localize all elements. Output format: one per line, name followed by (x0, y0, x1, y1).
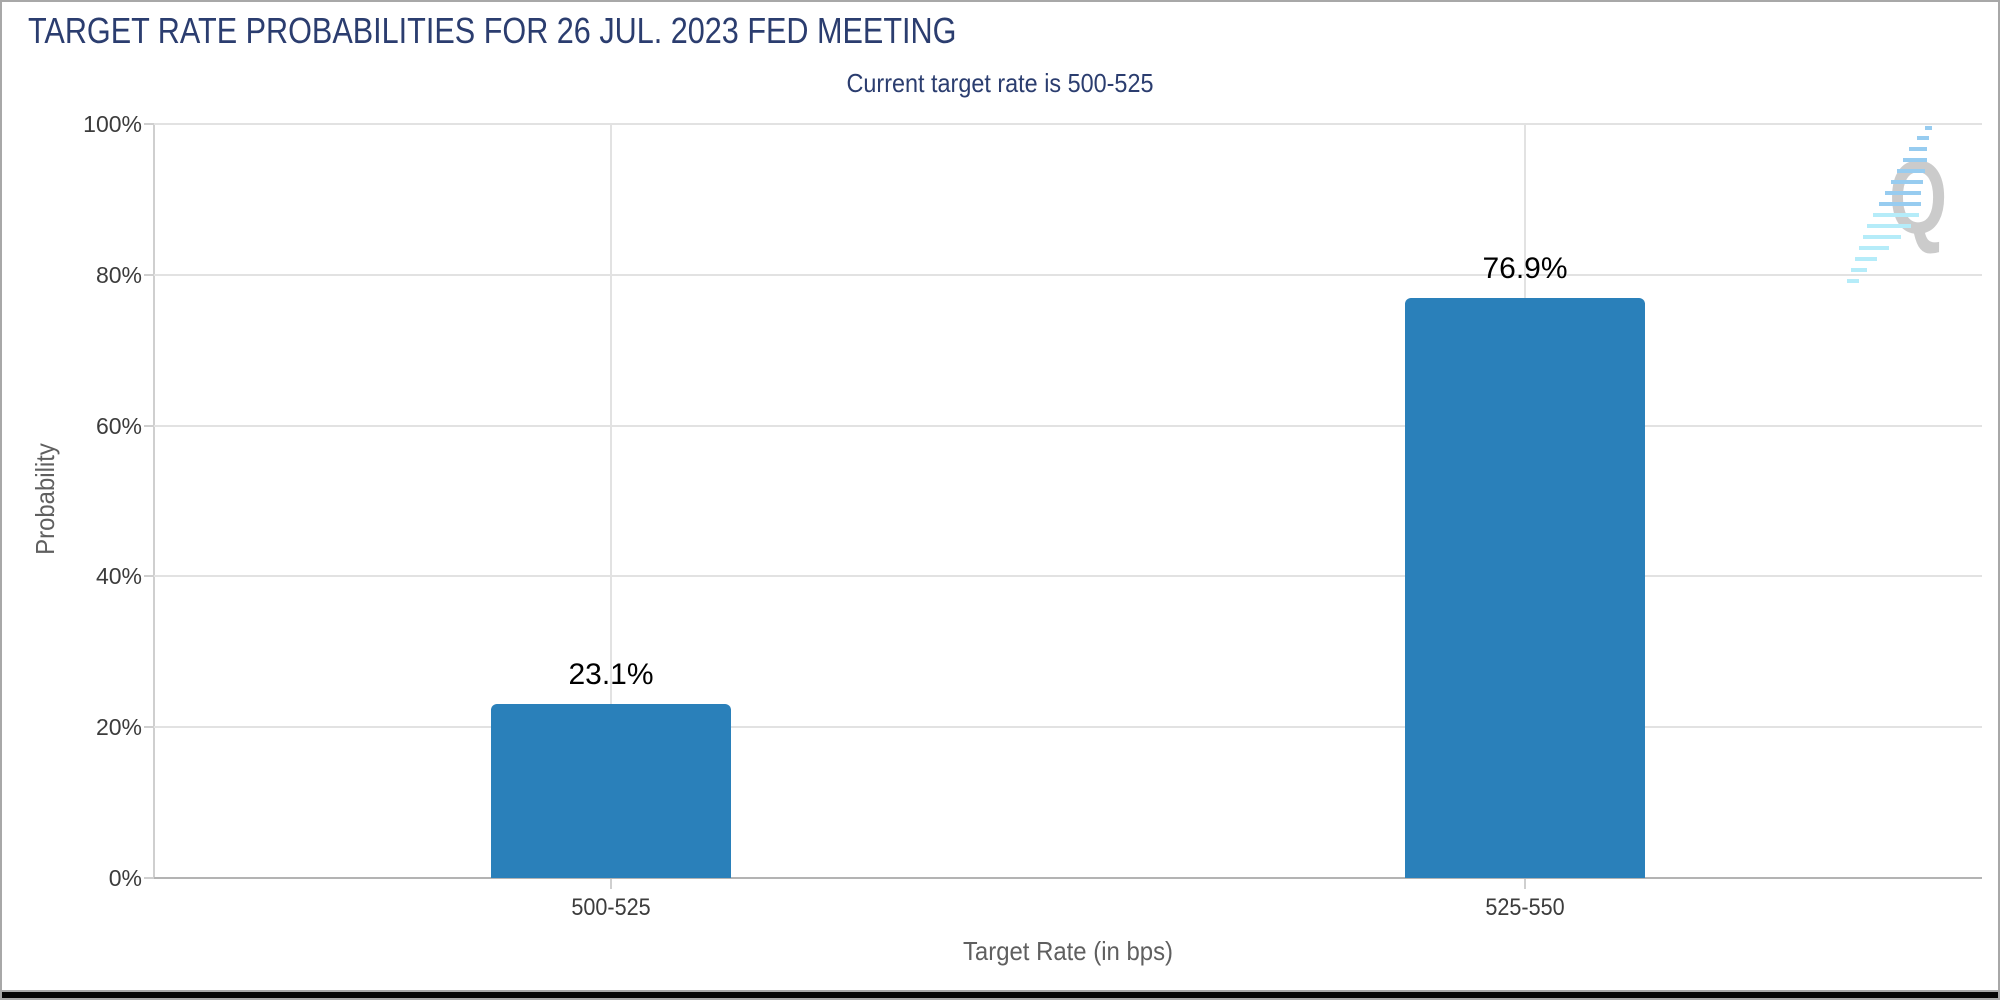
bottom-strip (2, 990, 1998, 998)
y-gridline (154, 877, 1982, 879)
y-tick-mark (144, 726, 154, 729)
bar-value-label: 76.9% (1482, 252, 1568, 286)
y-tick-mark (144, 273, 154, 276)
q-watermark-slash-icon (1847, 126, 1932, 283)
bar[interactable] (491, 703, 731, 878)
y-tick-label: 80% (95, 261, 142, 288)
y-gridline (154, 273, 1982, 276)
bar-value-label: 23.1% (568, 657, 654, 691)
y-gridline (154, 424, 1982, 427)
q-letter: Q (1889, 140, 1948, 256)
x-tick-label: 525-550 (1485, 894, 1565, 921)
x-tick-mark (1524, 879, 1526, 889)
y-tick-mark (144, 877, 154, 879)
category-gridline (610, 124, 612, 878)
y-tick-mark (144, 123, 154, 125)
x-axis-title: Target Rate (in bps) (962, 936, 1174, 966)
chart-subtitle: Current target rate is 500-525 (846, 68, 1154, 98)
x-tick-label: 500-525 (571, 894, 651, 921)
y-gridline (154, 123, 1982, 125)
y-tick-label: 0% (108, 865, 142, 891)
q-logo-watermark: Q (1845, 118, 1975, 293)
y-axis-line (153, 124, 155, 878)
chart-title: TARGET RATE PROBABILITIES FOR 26 JUL. 20… (28, 10, 957, 51)
x-tick-mark (610, 879, 612, 889)
y-tick-label: 100% (83, 111, 142, 137)
y-axis-title: Probability (30, 443, 60, 555)
y-tick-label: 20% (95, 714, 142, 741)
y-tick-label: 40% (95, 563, 142, 590)
y-gridline (154, 726, 1982, 729)
y-tick-mark (144, 575, 154, 578)
bar[interactable] (1405, 298, 1645, 878)
y-gridline (154, 575, 1982, 578)
y-tick-mark (144, 424, 154, 427)
y-tick-label: 60% (95, 412, 142, 439)
